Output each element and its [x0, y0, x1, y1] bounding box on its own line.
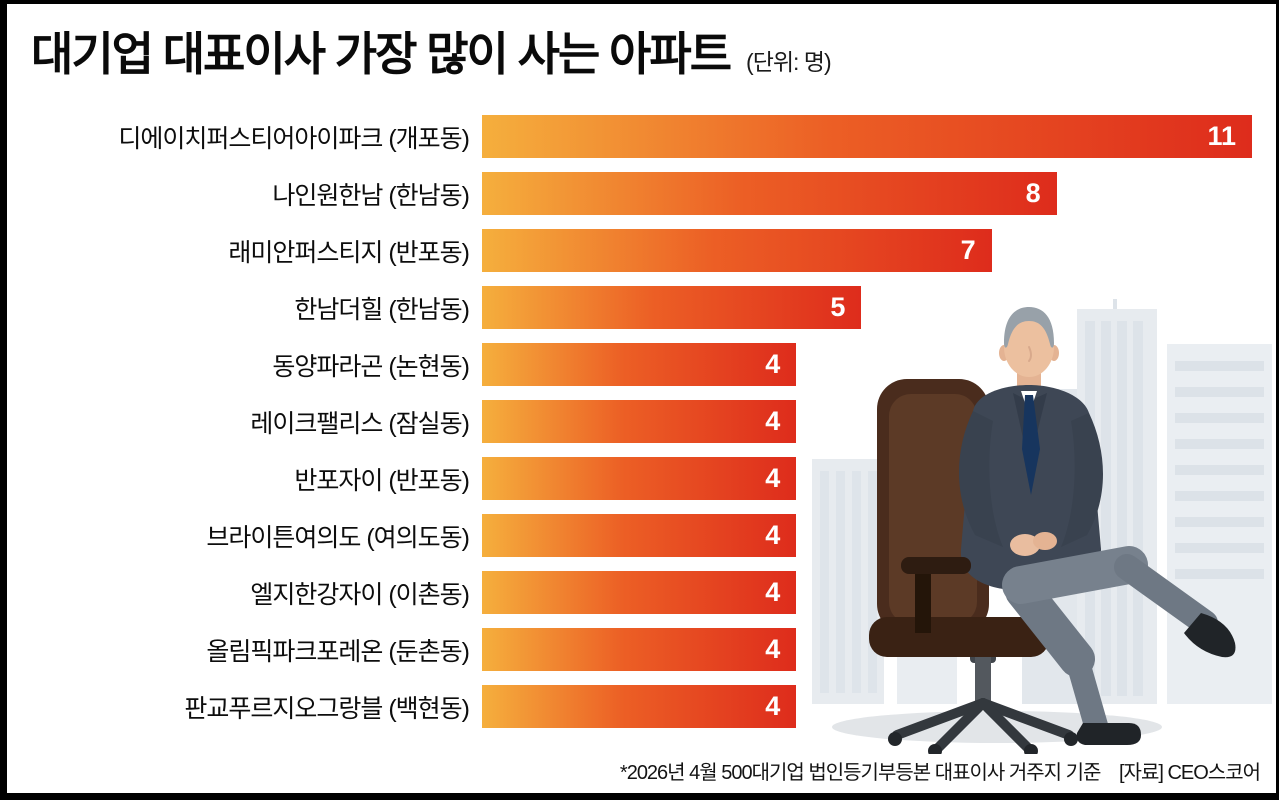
bar: 4 — [482, 343, 797, 386]
chart-row: 나인원한남 (한남동) 8 — [23, 165, 1252, 222]
bar: 4 — [482, 457, 797, 500]
bar: 4 — [482, 514, 797, 557]
bar-track: 4 — [482, 514, 1252, 557]
unit-label: (단위: 명) — [746, 49, 832, 75]
bar-value: 8 — [1025, 178, 1041, 208]
chart-row: 판교푸르지오그랑블 (백현동) 4 — [23, 678, 1252, 735]
bar-track: 4 — [482, 685, 1252, 728]
bar: 4 — [482, 685, 797, 728]
bar-track: 4 — [482, 628, 1252, 671]
bar-chart: 디에이치퍼스티어아이파크 (개포동) 11 나인원한남 (한남동) 8 래미안퍼… — [23, 108, 1252, 735]
bar: 11 — [482, 115, 1252, 158]
bar-value: 7 — [960, 235, 976, 265]
bar-label: 판교푸르지오그랑블 (백현동) — [184, 694, 470, 723]
bar-value: 4 — [765, 634, 781, 664]
chart-row: 한남더힐 (한남동) 5 — [23, 279, 1252, 336]
bar-track: 11 — [482, 115, 1252, 158]
bar: 4 — [482, 571, 797, 614]
chart-row: 엘지한강자이 (이촌동) 4 — [23, 564, 1252, 621]
bar-track: 7 — [482, 229, 1252, 272]
bar-value: 4 — [765, 520, 781, 550]
bar: 4 — [482, 400, 797, 443]
chart-row: 래미안퍼스티지 (반포동) 7 — [23, 222, 1252, 279]
bar-label: 나인원한남 (한남동) — [272, 181, 470, 210]
chart-row: 디에이치퍼스티어아이파크 (개포동) 11 — [23, 108, 1252, 165]
bar-label: 래미안퍼스티지 (반포동) — [228, 238, 470, 267]
chart-row: 반포자이 (반포동) 4 — [23, 450, 1252, 507]
bar: 7 — [482, 229, 992, 272]
bar-label: 한남더힐 (한남동) — [294, 295, 470, 324]
businessman-figure — [959, 307, 1236, 745]
bar-track: 8 — [482, 172, 1252, 215]
bar-track: 4 — [482, 343, 1252, 386]
bar-value: 4 — [765, 349, 781, 379]
bar: 5 — [482, 286, 862, 329]
bar-value: 4 — [765, 463, 781, 493]
bar-value: 4 — [765, 577, 781, 607]
footnote: *2026년 4월 500대기업 법인등기부등본 대표이사 거주지 기준 [자료… — [619, 756, 1261, 785]
footnote-source: [자료] CEO스코어 — [1118, 762, 1261, 784]
bar-label: 반포자이 (반포동) — [294, 466, 470, 495]
bar-track: 5 — [482, 286, 1252, 329]
bar-label: 브라이튼여의도 (여의도동) — [206, 523, 470, 552]
bar-track: 4 — [482, 571, 1252, 614]
bar-value: 4 — [765, 406, 781, 436]
bar-label: 엘지한강자이 (이촌동) — [250, 580, 470, 609]
infographic-page: 대기업 대표이사 가장 많이 사는 아파트 (단위: 명) — [7, 4, 1276, 793]
chart-row: 올림픽파크포레온 (둔촌동) 4 — [23, 621, 1252, 678]
bar-label: 레이크팰리스 (잠실동) — [250, 409, 470, 438]
chart-row: 동양파라곤 (논현동) 4 — [23, 336, 1252, 393]
bar-value: 4 — [765, 691, 781, 721]
bar-value: 11 — [1207, 121, 1236, 151]
chair-armrest — [901, 557, 971, 633]
bar-label: 디에이치퍼스티어아이파크 (개포동) — [118, 124, 470, 153]
chart-row: 브라이튼여의도 (여의도동) 4 — [23, 507, 1252, 564]
page-title: 대기업 대표이사 가장 많이 사는 아파트 — [31, 28, 732, 80]
footnote-note: *2026년 4월 500대기업 법인등기부등본 대표이사 거주지 기준 — [619, 762, 1102, 784]
bar: 4 — [482, 628, 797, 671]
chart-row: 레이크팰리스 (잠실동) 4 — [23, 393, 1252, 450]
bar-value: 5 — [830, 292, 846, 322]
bar-track: 4 — [482, 457, 1252, 500]
bar-track: 4 — [482, 400, 1252, 443]
bar-label: 동양파라곤 (논현동) — [272, 352, 470, 381]
header: 대기업 대표이사 가장 많이 사는 아파트 (단위: 명) — [31, 18, 832, 84]
bar-label: 올림픽파크포레온 (둔촌동) — [206, 637, 470, 666]
ceo-illustration — [812, 299, 1272, 754]
bar: 8 — [482, 172, 1057, 215]
